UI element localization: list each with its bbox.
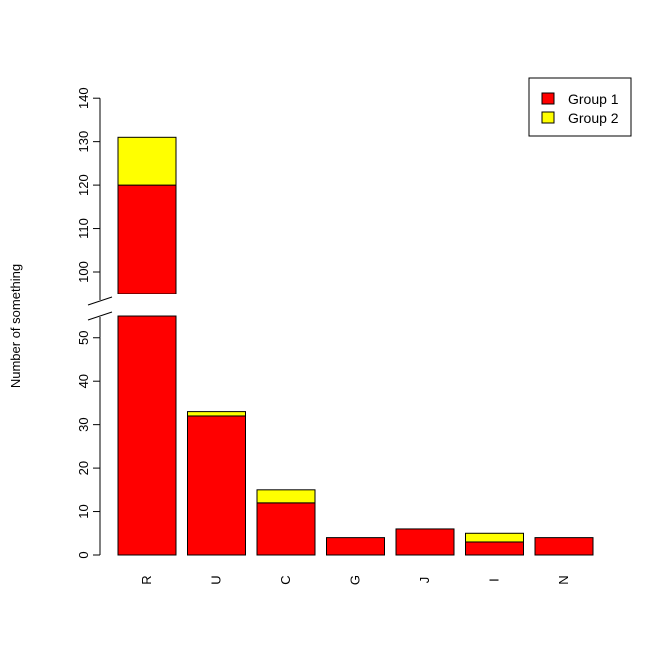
y-tick-label-120: 120: [76, 174, 91, 196]
bar-u-group-2: [187, 411, 246, 417]
y-axis: 0 10 20 30 40 50 100 110 120 130 140: [76, 87, 113, 559]
y-tick-label-20: 20: [76, 461, 91, 475]
legend-label-group-1: Group 1: [568, 91, 619, 107]
x-tick-label-j: J: [417, 577, 432, 584]
bar-r-group-2: [117, 136, 177, 186]
bar-g-group-1: [326, 537, 385, 556]
bar-i-group-1: [465, 541, 524, 556]
y-tick-label-10: 10: [76, 504, 91, 518]
axis-break-gap-r: [116, 294, 178, 315]
legend-swatch-group-2: [541, 111, 555, 124]
y-tick-label-140: 140: [76, 87, 91, 109]
y-tick-label-50: 50: [76, 331, 91, 345]
y-tick-label-30: 30: [76, 417, 91, 431]
x-tick-label-c: C: [278, 575, 293, 584]
y-tick-label-0: 0: [76, 551, 91, 558]
x-tick-label-n: N: [556, 575, 571, 584]
bar-i-group-2: [465, 532, 524, 543]
bar-n-group-1: [534, 537, 594, 556]
legend-swatch-group-1: [541, 92, 555, 105]
y-axis-title: Number of something: [8, 264, 23, 388]
x-tick-label-i: I: [487, 578, 502, 582]
bar-r-group-1-lower: [117, 315, 177, 556]
x-tick-label-r: R: [139, 575, 154, 584]
legend: Group 1 Group 2: [528, 77, 632, 137]
y-tick-label-40: 40: [76, 374, 91, 388]
bar-u-group-1: [187, 415, 246, 556]
axis-break-mark-lower: [87, 311, 113, 321]
bars-layer: [116, 136, 594, 556]
axis-break-mark-upper: [87, 296, 113, 306]
y-tick-label-100: 100: [76, 261, 91, 283]
legend-label-group-2: Group 2: [568, 110, 619, 126]
y-tick-label-110: 110: [76, 218, 91, 239]
bar-j-group-1: [395, 528, 455, 556]
bar-c-group-2: [256, 489, 316, 504]
legend-box: [528, 77, 632, 137]
bar-c-group-1: [256, 502, 316, 556]
x-tick-label-g: G: [348, 575, 363, 585]
bar-r-group-1-upper: [117, 184, 177, 295]
y-tick-label-130: 130: [76, 131, 91, 153]
x-tick-label-u: U: [209, 575, 224, 584]
